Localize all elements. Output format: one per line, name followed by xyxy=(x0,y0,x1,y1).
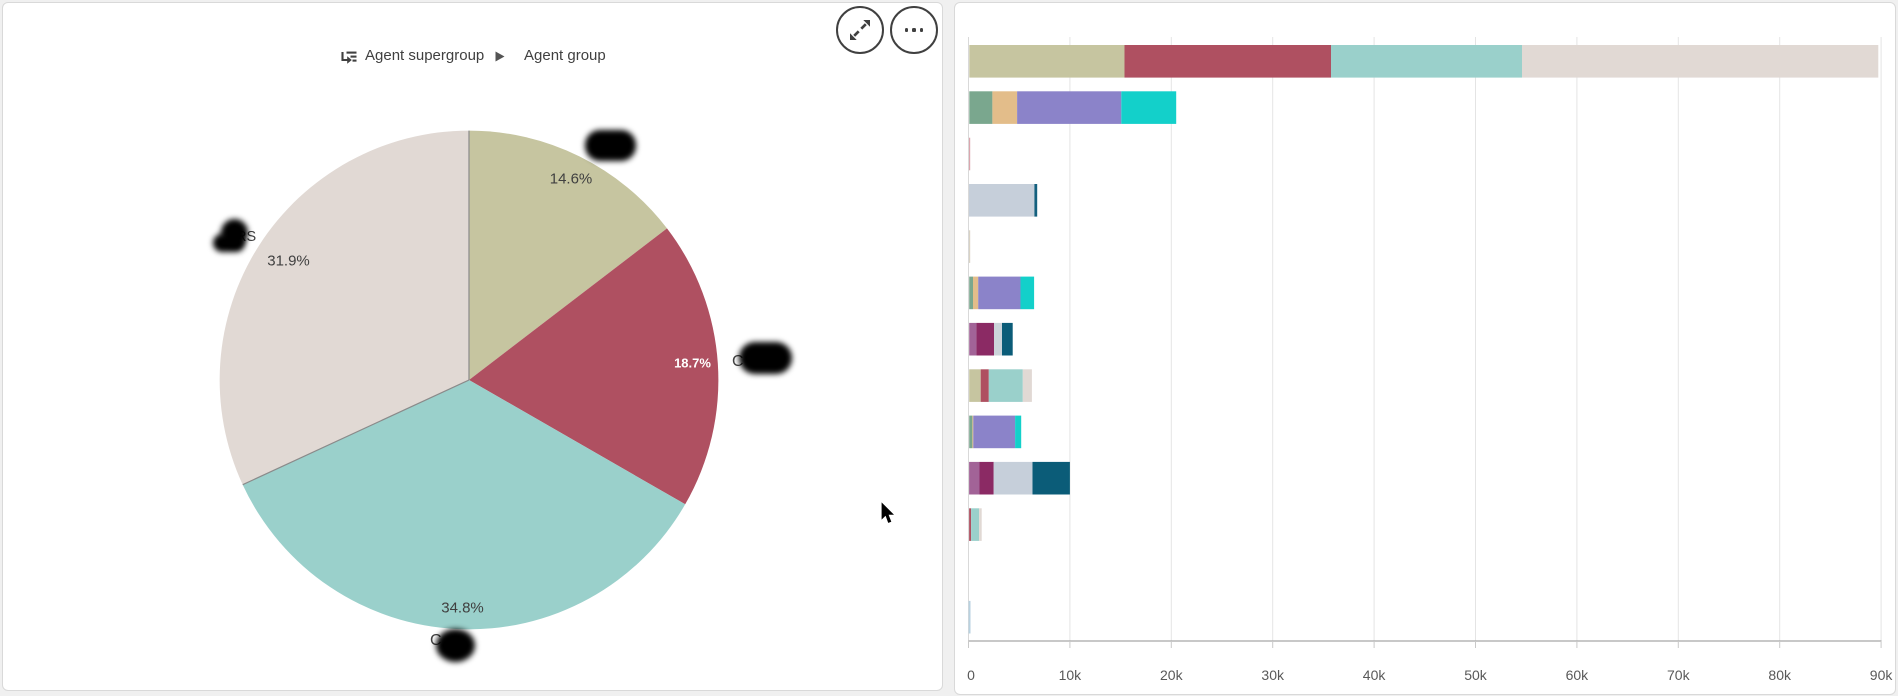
svg-text:20k: 20k xyxy=(1160,667,1184,683)
svg-text:90k: 90k xyxy=(1870,667,1894,683)
svg-text:50k: 50k xyxy=(1464,667,1488,683)
svg-text:70k: 70k xyxy=(1667,667,1691,683)
svg-text:10k: 10k xyxy=(1059,667,1083,683)
svg-text:80k: 80k xyxy=(1768,667,1792,683)
svg-text:40k: 40k xyxy=(1363,667,1387,683)
svg-text:60k: 60k xyxy=(1566,667,1590,683)
svg-text:0: 0 xyxy=(967,667,975,683)
svg-text:30k: 30k xyxy=(1261,667,1285,683)
